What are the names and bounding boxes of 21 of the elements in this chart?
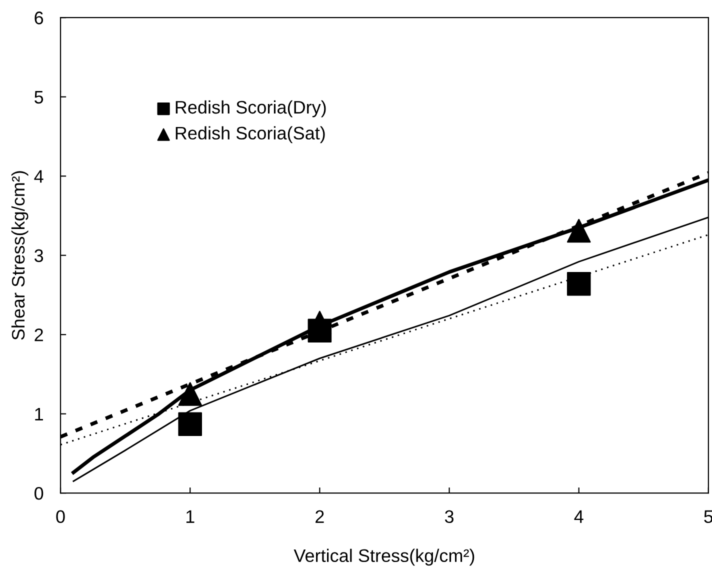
x-tick-label: 2 [316,510,324,523]
y-tick-label: 5 [34,90,44,104]
point [566,218,591,243]
y-tick-label: 4 [34,170,44,183]
y-tick-label: 6 [34,12,44,24]
y-tick-label: 2 [34,328,43,342]
x-tick-label: 0 [56,510,65,524]
legend-label: Redish Scoria(Dry) [176,100,326,118]
x-tick-label: 3 [444,510,454,524]
point [308,310,332,335]
point [178,382,202,406]
legend-label: Redish Scoria(Sat) [176,126,325,144]
x-tick-label: 1 [186,510,194,523]
point [566,272,591,296]
x-axis-title: Vertical Stress(kg/cm²) [294,548,474,566]
point [178,412,202,436]
y-axis-title: Shear Stress(kg/cm²) [11,171,28,340]
y-tick-label: 3 [34,249,44,262]
x-tick-label: 4 [574,510,584,523]
y-tick-label: 0 [34,487,44,500]
y-tick-label: 1 [35,408,43,420]
